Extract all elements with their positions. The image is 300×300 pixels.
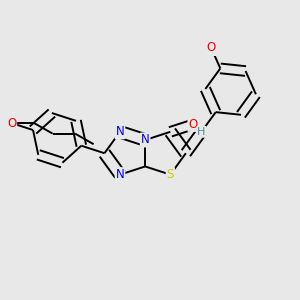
Text: H: H	[197, 127, 206, 137]
Text: O: O	[188, 118, 198, 131]
Text: N: N	[116, 125, 124, 138]
Text: N: N	[141, 134, 149, 146]
Text: N: N	[116, 168, 124, 181]
Text: O: O	[7, 117, 16, 130]
Text: S: S	[167, 168, 174, 181]
Text: O: O	[206, 41, 216, 54]
